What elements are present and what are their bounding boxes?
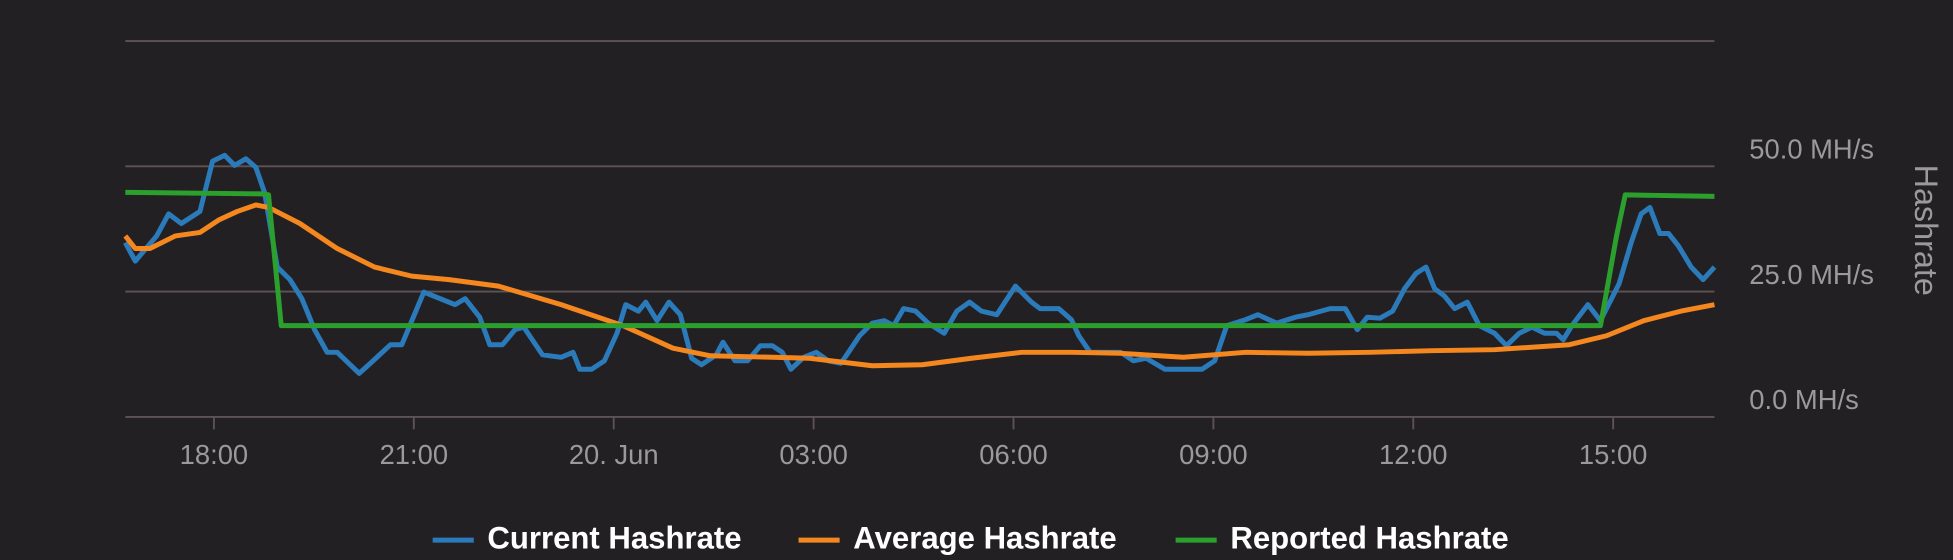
legend-label: Current Hashrate [487,520,741,555]
legend-label: Average Hashrate [853,520,1116,555]
x-tick-label: 21:00 [380,439,448,470]
y-tick-label: 0.0 MH/s [1749,384,1858,415]
y-tick-label: 25.0 MH/s [1749,259,1874,290]
y-axis-title: Hashrate [1908,165,1944,296]
x-tick-label: 20. Jun [569,439,659,470]
x-tick-label: 09:00 [1179,439,1247,470]
x-tick-label: 03:00 [779,439,847,470]
x-tick-label: 15:00 [1579,439,1647,470]
legend-label: Reported Hashrate [1230,520,1508,555]
x-tick-label: 12:00 [1379,439,1447,470]
y-tick-label: 50.0 MH/s [1749,134,1874,165]
series-line [123,202,1715,369]
x-tick-label: 06:00 [979,439,1047,470]
series-line [125,189,1715,329]
x-tick-label: 18:00 [180,439,248,470]
